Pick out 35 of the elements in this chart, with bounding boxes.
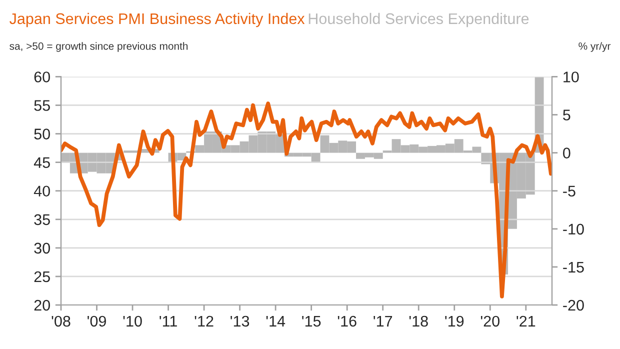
x-tick-label: '08 [52, 316, 70, 327]
y-tick-label: 25 [34, 271, 50, 282]
text: Household Services Expenditure [308, 12, 529, 28]
x-tick-label: '18 [409, 316, 428, 327]
y-tick-label: 35 [34, 214, 50, 226]
y-tick-label: 50 [34, 128, 50, 140]
x-tick-label: '13 [230, 316, 250, 327]
y2-tick-label: -15 [563, 262, 584, 273]
y2-tick-label: -10 [563, 224, 584, 235]
y2-tick-label: 0 [563, 148, 570, 158]
x-tick-label: '10 [123, 316, 142, 327]
y-tick-label: 30 [34, 242, 50, 254]
y2-tick-label: 10 [564, 72, 579, 82]
x-tick-label: '17 [374, 316, 392, 326]
y-tick-label: 20 [34, 300, 50, 311]
x-tick-label: '21 [516, 316, 536, 326]
y-tick-label: 60 [34, 72, 50, 82]
y-axis-title: sa, >50 = growth since previous month [10, 42, 188, 52]
y2-tick-label: 5 [563, 110, 570, 120]
y2-tick-label: -5 [563, 186, 576, 197]
x-tick-label: '15 [302, 316, 321, 327]
x-tick-label: '14 [266, 316, 286, 326]
x-tick-label: '19 [445, 316, 464, 327]
y-tick-label: 55 [34, 100, 50, 111]
y-tick-label: 45 [34, 157, 50, 168]
x-tick-label: '12 [194, 316, 214, 326]
text: Japan Services PMI Business Activity Index [10, 12, 305, 28]
x-tick-label: '11 [160, 316, 177, 326]
x-tick-label: '09 [88, 316, 106, 327]
x-tick-label: '20 [480, 316, 500, 327]
y2-tick-label: -20 [563, 300, 584, 311]
y-tick-label: 40 [34, 186, 50, 197]
line-series [61, 102, 552, 298]
y2-axis-title: % yr/yr [578, 42, 611, 52]
x-tick-label: '16 [338, 316, 356, 327]
